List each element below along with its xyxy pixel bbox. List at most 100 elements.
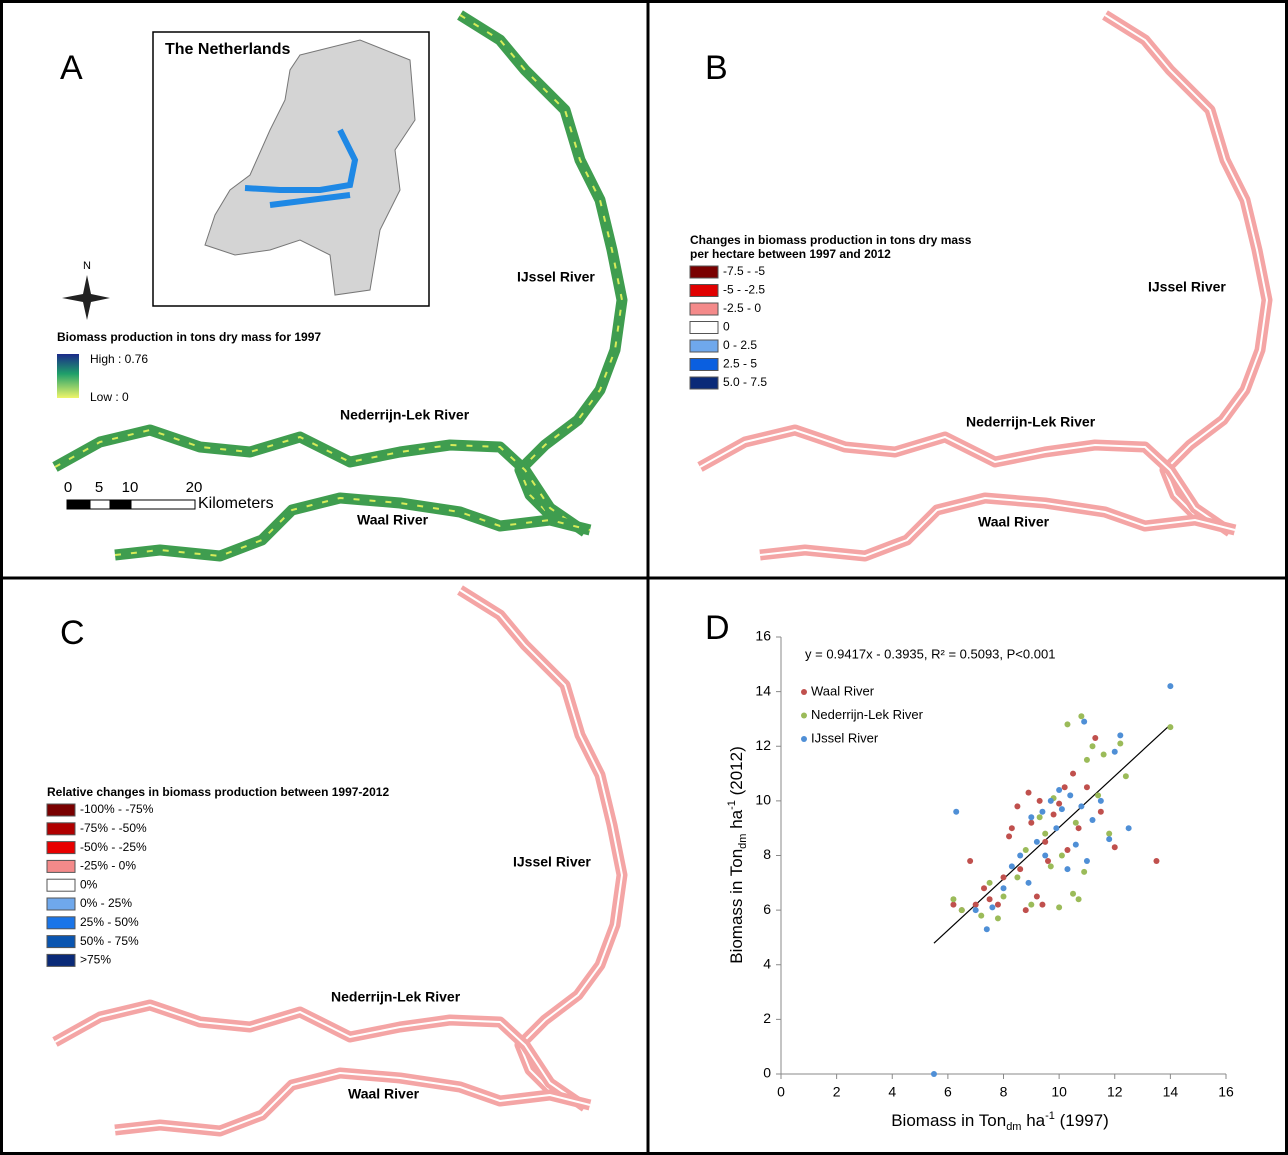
map-panel: B IJssel River Nederrijn-Lek River Waal Riv… xyxy=(689,10,1273,562)
point xyxy=(1081,718,1088,725)
legend-title: per hectare between 1997 and 2012 xyxy=(690,247,891,261)
point xyxy=(1017,852,1024,859)
point xyxy=(1028,814,1035,821)
point xyxy=(1075,896,1082,903)
river xyxy=(52,999,589,1112)
point xyxy=(1000,893,1007,900)
y-tick-label: 0 xyxy=(763,1065,771,1081)
point xyxy=(950,901,957,908)
x-tick-label: 6 xyxy=(944,1084,952,1100)
y-tick-label: 14 xyxy=(755,682,771,698)
point xyxy=(1053,825,1060,832)
point xyxy=(1117,740,1124,747)
x-tick-label: 2 xyxy=(833,1084,841,1100)
legend-swatch xyxy=(46,822,76,836)
legend-swatch xyxy=(689,339,719,353)
legend-swatch xyxy=(46,916,76,930)
legend-swatch xyxy=(46,935,76,949)
legend-title: Changes in biomass production in tons dr… xyxy=(690,233,972,247)
point xyxy=(1111,844,1118,851)
point xyxy=(1047,797,1054,804)
y-axis-label-part: Biomass in Ton xyxy=(727,849,746,964)
legend-label: Waal River xyxy=(811,683,875,698)
legend-label: 0 - 2.5 xyxy=(723,338,757,352)
legend-label: -75% - -50% xyxy=(80,821,147,835)
point xyxy=(1106,830,1113,837)
x-axis-label: Biomass in Tondm ha-1 (1997) xyxy=(891,1110,1109,1133)
point xyxy=(1039,901,1046,908)
equation: y = 0.9417x - 0.3935, R² = 0.5093, P<0.0… xyxy=(805,646,1055,661)
point xyxy=(958,907,965,914)
point xyxy=(1083,857,1090,864)
point xyxy=(1064,721,1071,728)
y-axis-label-part: (2012) xyxy=(727,746,746,800)
y-tick-label: 8 xyxy=(763,846,771,862)
legend-label: 5.0 - 7.5 xyxy=(723,375,767,389)
point xyxy=(1078,803,1085,810)
maps: A IJssel River Nederrijn-Lek River Waal Riv… xyxy=(46,10,1273,1137)
y-axis-label-part: ha xyxy=(727,809,746,833)
y-tick-label: 10 xyxy=(755,792,771,808)
legend-high: High : 0.76 xyxy=(90,352,148,366)
point xyxy=(1008,863,1015,870)
point xyxy=(1092,735,1099,742)
river-label: Waal River xyxy=(357,512,429,528)
point xyxy=(1117,732,1124,739)
legend-swatch xyxy=(46,878,76,892)
point xyxy=(1070,770,1077,777)
point xyxy=(1036,814,1043,821)
river-label: IJssel River xyxy=(513,854,591,870)
point xyxy=(1000,885,1007,892)
point xyxy=(1045,857,1051,864)
compass xyxy=(62,275,110,320)
river-label: Waal River xyxy=(348,1086,420,1102)
point xyxy=(1025,789,1032,796)
inset-title: The Netherlands xyxy=(165,41,290,58)
river-channel xyxy=(114,496,591,558)
point xyxy=(1056,786,1063,793)
point xyxy=(1022,907,1029,914)
point xyxy=(1033,893,1040,900)
point xyxy=(1167,683,1174,690)
legend-swatch xyxy=(689,321,719,334)
legend-label: 0% - 25% xyxy=(80,896,132,910)
legend-swatch xyxy=(689,302,719,316)
river xyxy=(457,10,628,519)
point xyxy=(1047,863,1054,870)
legend-label: 50% - 75% xyxy=(80,934,139,948)
x-tick-label: 12 xyxy=(1107,1084,1123,1100)
legend-label: -5 - -2.5 xyxy=(723,283,765,297)
river xyxy=(697,424,1234,537)
point xyxy=(1036,797,1043,804)
point xyxy=(1028,901,1035,908)
river-label: IJssel River xyxy=(517,269,595,285)
north-label: N xyxy=(83,260,91,272)
point xyxy=(1014,874,1021,881)
river-channel xyxy=(759,496,1236,558)
river-channel xyxy=(54,1003,586,1108)
point xyxy=(1058,852,1065,859)
point xyxy=(1125,825,1132,832)
legend-swatch xyxy=(689,358,719,371)
legend-swatch xyxy=(689,376,719,390)
point xyxy=(1072,819,1079,826)
point xyxy=(950,896,957,903)
point xyxy=(994,915,1001,922)
panel-label: C xyxy=(60,614,85,652)
point xyxy=(1028,819,1035,826)
legend-label: -100% - -75% xyxy=(80,802,154,816)
point xyxy=(1042,852,1049,859)
legend-swatch xyxy=(46,841,76,855)
scale-label: 20 xyxy=(186,479,203,496)
river-channel xyxy=(114,1071,591,1133)
point xyxy=(1000,874,1007,881)
x-axis-label-part: ha xyxy=(1021,1111,1045,1130)
point xyxy=(1100,751,1107,758)
legend-label: -50% - -25% xyxy=(80,840,147,854)
legend-label: 0% xyxy=(80,877,98,891)
point xyxy=(1058,806,1065,813)
point xyxy=(1122,773,1129,780)
point xyxy=(1075,825,1082,832)
trendline xyxy=(933,724,1171,944)
